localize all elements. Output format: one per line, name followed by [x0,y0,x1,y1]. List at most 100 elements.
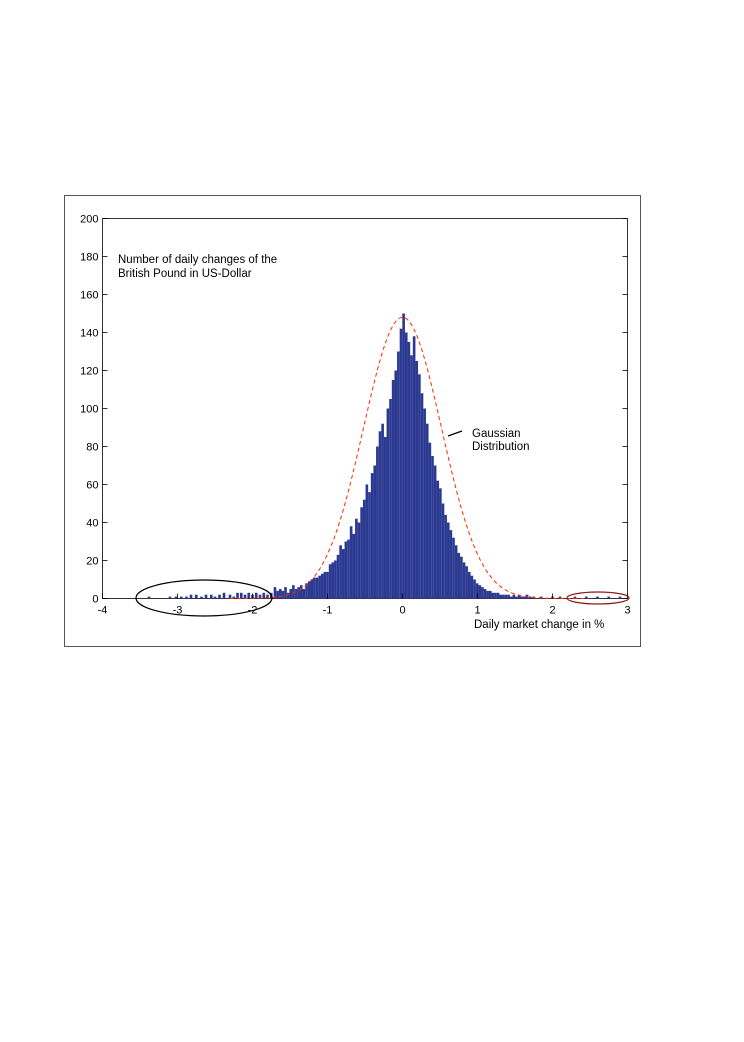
histogram-bar [410,355,413,599]
histogram-bar [254,592,258,599]
histogram-bar [355,518,358,599]
histogram-bar [278,589,282,599]
histogram-bar [454,545,458,599]
histogram-bar [370,473,374,599]
histogram-bar [478,585,482,599]
histogram-bar [504,594,508,599]
histogram-bar [452,537,455,599]
histogram-bar [204,594,208,599]
histogram-bar [394,370,398,599]
histogram-bar [258,594,262,599]
histogram-bar [373,465,377,599]
histogram-bar [339,545,342,599]
histogram-bar [179,596,183,599]
histogram-bar [502,594,505,599]
annotation-curve-line1: Gaussian [472,428,521,440]
histogram-bar [243,594,247,599]
histogram-bar [174,596,178,599]
histogram-bar [200,596,203,599]
y-tick-label: 160 [80,290,98,302]
histogram-bar [523,596,526,599]
histogram-bar [302,589,306,599]
histogram-bar [262,592,266,599]
histogram-bar [222,592,226,599]
histogram-bar [336,554,340,599]
histogram-bar [168,596,172,599]
histogram-bar [481,587,484,599]
histogram-bar [431,456,434,599]
histogram-bar [386,408,390,599]
histogram-bar [341,549,345,599]
y-tick-label: 60 [86,480,98,492]
histogram-bar [273,587,277,599]
histogram-bar [310,579,314,599]
histogram-bar [462,562,466,599]
histogram-bar [418,374,421,599]
histogram-bar [399,328,403,599]
histogram-bar [318,575,321,599]
y-tick-label: 120 [80,366,98,378]
histogram-bar [515,596,518,599]
histogram-bar [315,577,319,599]
histogram-bar [528,596,532,599]
histogram-bar [236,592,239,599]
histogram-bar [499,594,503,599]
annotation-pointer [447,430,463,437]
annotation-curve-line2: Distribution [472,441,530,453]
histogram-bar [441,503,445,599]
x-tick-label: 3 [624,605,630,617]
histogram-bar [368,492,371,599]
histogram-bar [349,526,353,599]
y-tick-label: 20 [86,556,98,568]
histogram-bar [433,465,437,599]
histogram-bar [444,514,447,599]
x-tick-label: -1 [323,605,333,617]
histogram-bar [347,539,350,599]
histogram-bar [286,592,290,599]
histogram-bar [232,596,236,599]
histogram-bar [412,336,416,599]
right-tail-ellipse [566,591,630,605]
histogram-bar [266,594,269,599]
x-tick-label: 1 [474,605,480,617]
histogram-bar [294,589,298,599]
y-tick-label: 180 [80,252,98,264]
histogram-bar [228,594,232,599]
histogram-bar [512,594,516,599]
annotation-title-line1: Number of daily changes of the [118,254,277,266]
histogram-bar [488,590,492,599]
histogram-bar [185,596,188,599]
histogram-bar [383,437,387,599]
histogram-bar [573,596,577,599]
histogram-bar [276,590,279,599]
histogram-bar [460,556,463,599]
y-tick-label: 40 [86,518,98,530]
histogram-bars [147,313,622,599]
histogram-bar [391,380,395,599]
histogram-bar [470,575,474,599]
histogram-bar [475,583,479,599]
histogram-bar [352,533,356,599]
left-tail-ellipse [135,579,273,617]
histogram-bar [596,596,599,599]
histogram-bar [194,594,198,599]
x-tick-label: 2 [549,605,555,617]
histogram-bar [404,332,408,599]
histogram-bar [239,592,243,599]
histogram-bar [357,522,361,599]
histogram-bar [494,592,497,599]
histogram-bar [428,442,432,599]
histogram-bar [376,446,379,599]
histogram-bar [307,581,311,599]
histogram-bar [284,587,287,599]
histogram-bar [402,313,405,599]
x-tick-label: -3 [173,605,183,617]
histogram-bar [457,552,461,599]
histogram-bar [491,592,495,599]
histogram-bar [618,596,622,599]
histogram-bar [213,596,217,599]
histogram-bar [449,530,453,599]
histogram-bar [483,589,487,599]
histogram-bar [313,577,316,599]
histogram-bar [289,589,293,599]
